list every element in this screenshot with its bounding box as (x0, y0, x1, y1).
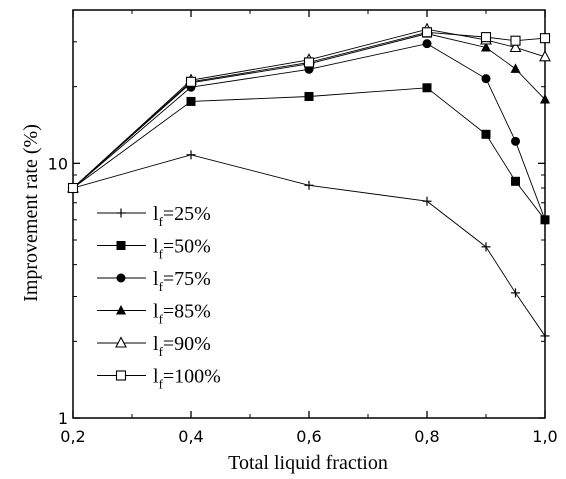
data-point (422, 83, 432, 93)
data-point (510, 63, 521, 73)
x-tick-label: 0,4 (178, 427, 203, 446)
data-point (421, 27, 433, 38)
x-tick-label: 0,8 (414, 427, 439, 446)
y-tick-label: 10 (48, 154, 68, 173)
data-point (481, 129, 491, 139)
legend-marker (115, 370, 127, 381)
data-point (481, 41, 491, 52)
legend-label: lf=75% (153, 268, 211, 294)
data-point (185, 76, 197, 87)
legend-marker (116, 273, 126, 283)
data-point (509, 40, 522, 53)
y-axis-title: Improvement rate (%) (20, 124, 42, 302)
x-axis-title: Total liquid fraction (228, 452, 388, 474)
legend-label: lf=50% (153, 236, 211, 262)
series-25-pct (68, 150, 550, 341)
data-point (480, 32, 492, 43)
series-group (67, 22, 551, 341)
data-point (67, 182, 79, 194)
legend-item: lf=75% (97, 268, 211, 294)
data-point (422, 39, 432, 49)
legend-label: lf=90% (153, 333, 211, 359)
legend-item: lf=100% (97, 366, 221, 392)
series-line (72, 87, 546, 221)
legend-marker (116, 208, 126, 218)
data-point (186, 96, 196, 106)
legend-label: lf=25% (153, 203, 211, 229)
legend-item: lf=90% (97, 333, 211, 359)
legend: lf=25% lf=50% lf=75% lf=85% lf=90% lf=100% (97, 203, 221, 392)
x-tick-label: 0,6 (296, 427, 321, 446)
data-point (422, 196, 432, 206)
data-point (540, 94, 550, 104)
data-point (304, 91, 314, 101)
legend-item: lf=85% (97, 301, 211, 327)
legend-marker (115, 336, 127, 348)
data-point (481, 74, 491, 84)
data-point (539, 33, 551, 44)
data-point (303, 57, 315, 68)
data-point (510, 35, 521, 46)
series-100-pct (67, 27, 551, 194)
series-50-pct (68, 83, 550, 225)
data-point (540, 215, 550, 225)
data-point (511, 176, 520, 186)
data-point (481, 242, 491, 252)
series-85-pct (68, 28, 550, 193)
x-tick-label: 0,2 (60, 427, 85, 446)
legend-label: lf=100% (153, 366, 221, 392)
axis-ticks: 0,2 0,4 0,6 0,8 1,0 1 10 (48, 9, 558, 446)
data-point (304, 180, 314, 190)
x-tick-label: 1,0 (532, 427, 557, 446)
data-point (540, 331, 550, 341)
data-point (186, 150, 196, 160)
legend-item: lf=25% (97, 203, 211, 229)
legend-marker (116, 305, 126, 315)
data-point (511, 136, 520, 146)
data-point (539, 50, 551, 62)
legend-label: lf=85% (153, 301, 211, 327)
series-line (72, 28, 546, 189)
y-tick-label: 1 (58, 409, 68, 428)
legend-item: lf=50% (97, 236, 211, 262)
series-90-pct (67, 22, 551, 193)
legend-marker (116, 241, 126, 250)
data-point (511, 288, 520, 298)
